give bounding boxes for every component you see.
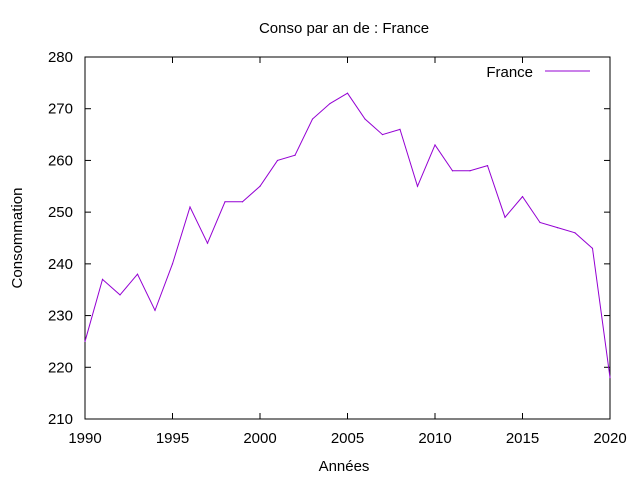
- chart-title: Conso par an de : France: [259, 20, 429, 37]
- legend-label-france: France: [486, 64, 533, 81]
- y-tick-label: 280: [48, 49, 73, 66]
- y-tick-label: 250: [48, 204, 73, 221]
- data-point: [591, 247, 594, 249]
- data-point: [329, 102, 331, 105]
- data-point: [521, 196, 524, 198]
- x-tick-label: 1990: [68, 430, 101, 447]
- y-tick-label: 260: [48, 152, 73, 169]
- series-line-france: [84, 92, 611, 378]
- x-tick-label: 2010: [418, 430, 451, 447]
- data-point: [311, 118, 314, 120]
- data-point: [84, 340, 86, 343]
- data-point: [451, 170, 454, 172]
- data-point: [224, 201, 226, 203]
- x-tick-label: 2005: [331, 430, 364, 447]
- data-point: [469, 170, 471, 172]
- x-tick-label: 2000: [243, 430, 276, 447]
- data-point: [171, 263, 174, 265]
- tick-group: [84, 56, 611, 420]
- data-point: [154, 309, 156, 311]
- legend: France: [486, 64, 590, 81]
- y-tick-label: 220: [48, 359, 73, 376]
- y-tick-label: 240: [48, 256, 73, 273]
- y-tick-label: 270: [48, 101, 73, 118]
- data-point: [434, 144, 436, 146]
- data-point: [539, 221, 541, 224]
- x-tick-label: 2020: [593, 430, 626, 447]
- x-tick-label: 2015: [506, 430, 539, 447]
- x-axis-label: Années: [319, 458, 370, 475]
- data-point: [486, 165, 489, 167]
- data-point: [504, 216, 506, 218]
- y-tick-label: 210: [48, 411, 73, 428]
- data-point: [189, 206, 191, 208]
- y-tick-label: 230: [48, 308, 73, 325]
- x-tick-label: 1995: [156, 430, 189, 447]
- data-point: [241, 201, 244, 203]
- data-point: [399, 128, 401, 130]
- data-point: [101, 278, 104, 280]
- data-point: [276, 159, 279, 162]
- data-point: [206, 242, 209, 244]
- plot-frame: [84, 56, 611, 420]
- data-point: [381, 133, 384, 136]
- data-point: [294, 154, 296, 156]
- data-point: [346, 92, 349, 94]
- data-point: [416, 185, 419, 187]
- data-point: [259, 185, 261, 187]
- data-point: [609, 377, 611, 379]
- data-point: [574, 232, 576, 234]
- data-point: [136, 273, 139, 275]
- data-point: [364, 118, 366, 120]
- y-axis-label: Consommation: [9, 188, 26, 289]
- data-point: [119, 294, 121, 296]
- data-point: [556, 227, 559, 229]
- data-point-group: [84, 92, 611, 379]
- tick-label-group: 1990 1995 2000 2005 2010 2015 2020 210 220 230 240…: [48, 49, 627, 447]
